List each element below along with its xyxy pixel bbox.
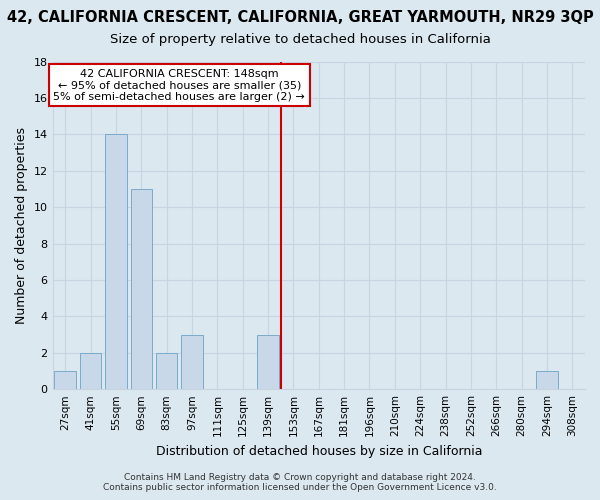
Text: Contains HM Land Registry data © Crown copyright and database right 2024.
Contai: Contains HM Land Registry data © Crown c… <box>103 473 497 492</box>
Bar <box>257 334 279 389</box>
Y-axis label: Number of detached properties: Number of detached properties <box>15 127 28 324</box>
Bar <box>181 334 203 389</box>
Bar <box>105 134 127 389</box>
Bar <box>156 353 178 389</box>
Text: Size of property relative to detached houses in California: Size of property relative to detached ho… <box>110 32 490 46</box>
Bar <box>131 189 152 389</box>
X-axis label: Distribution of detached houses by size in California: Distribution of detached houses by size … <box>155 444 482 458</box>
Bar <box>55 371 76 389</box>
Text: 42 CALIFORNIA CRESCENT: 148sqm
← 95% of detached houses are smaller (35)
5% of s: 42 CALIFORNIA CRESCENT: 148sqm ← 95% of … <box>53 69 305 102</box>
Text: 42, CALIFORNIA CRESCENT, CALIFORNIA, GREAT YARMOUTH, NR29 3QP: 42, CALIFORNIA CRESCENT, CALIFORNIA, GRE… <box>7 10 593 25</box>
Bar <box>80 353 101 389</box>
Bar <box>536 371 558 389</box>
